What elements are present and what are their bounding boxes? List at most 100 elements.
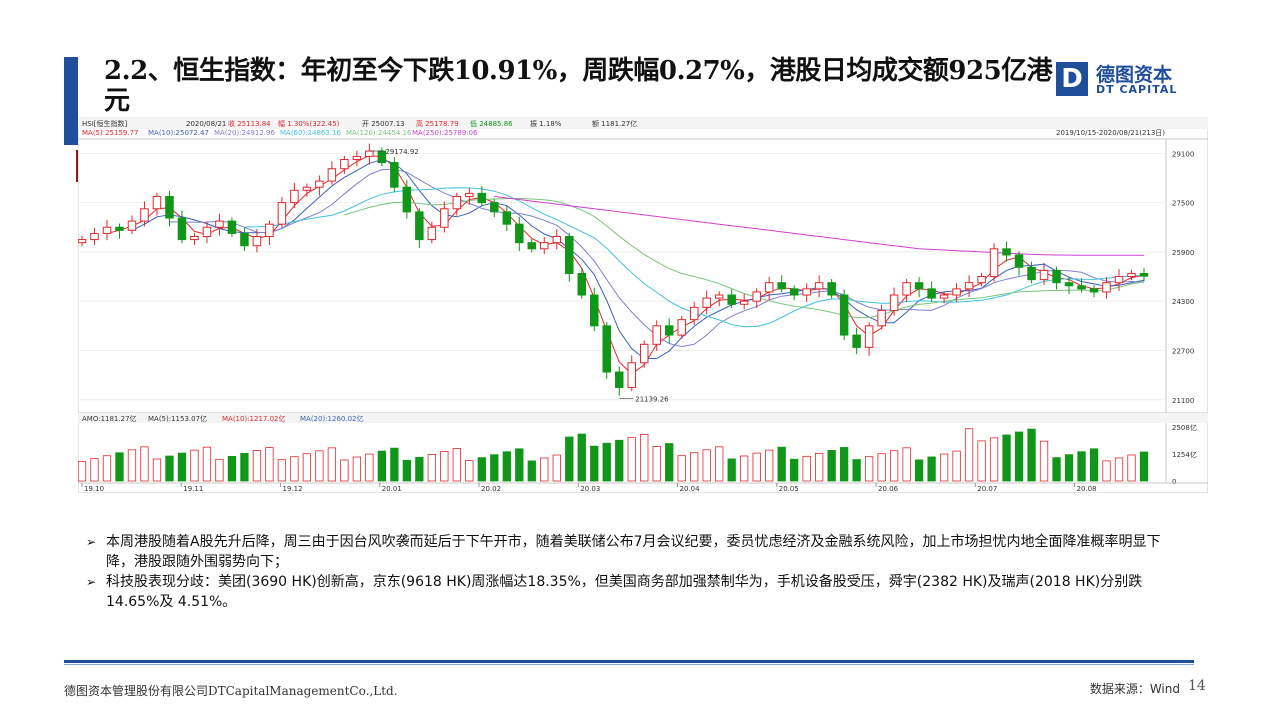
vol-bar-4 [127,449,137,482]
candle-body-47 [664,325,674,336]
candle-body-81 [1089,288,1099,293]
page-number: 14 [1188,678,1206,694]
vol-bar-53 [740,455,749,482]
vol-bar-84 [1127,454,1136,482]
vol-bar-3 [115,452,124,482]
vol-bar-73 [989,437,999,482]
vol-bar-13 [240,453,249,482]
title-accent-bar [64,57,78,145]
candle-body-1 [90,232,99,241]
vol-bar-80 [1077,451,1086,482]
vol-bar-65 [889,450,899,482]
vol-bar-75 [1014,431,1024,482]
ma-label-1: MA(10):25072.47 [148,129,209,137]
annotation-1: 21139.26 [635,396,669,404]
candle-body-79 [1064,282,1074,287]
vol-bar-30 [452,448,461,482]
dt-capital-logo: D 德图资本 DT CAPITAL [1056,60,1196,100]
bullet-2: ➢ 科技股表现分歧：美团(3690 HK)创新高，京东(9618 HK)周涨幅达… [86,572,1166,612]
vol-bar-81 [1089,448,1099,482]
x-tick-4: 20.02 [481,485,501,493]
x-tick-3: 20.01 [382,485,402,493]
candle-body-43 [614,371,624,388]
candle-body-9 [190,235,199,241]
vol-bar-58 [802,455,811,482]
vol-bar-47 [665,443,674,482]
bullet-list: ➢ 本周港股随着A股先升后降，周三由于因台风吹袭而延后于下午开市，随着美联储公布… [86,532,1166,612]
ma-label-4: MA(120):24454.16 [346,129,412,137]
vol-bar-83 [1114,457,1124,482]
candle-body-50 [702,297,711,308]
candle-body-40 [577,272,587,296]
header-turnover: 振 1.18% [530,119,562,128]
candle-body-39 [565,235,574,274]
slide-title: 2.2、恒生指数：年初至今下跌10.91%，周跌幅0.27%，港股日均成交额92… [104,56,1053,116]
candle-body-48 [677,319,686,336]
price-tick-3: 24300 [1172,298,1194,306]
candle-body-58 [802,288,811,296]
vol-bar-72 [977,440,986,482]
x-tick-5: 20.03 [580,485,600,493]
bullet-1: ➢ 本周港股随着A股先升后降，周三由于因台风吹袭而延后于下午开市，随着美联储公布… [86,532,1166,572]
candle-body-13 [240,232,249,247]
candle-body-36 [527,242,537,250]
candle-body-60 [827,282,836,296]
vol-bar-16 [277,459,287,482]
candle-body-38 [552,235,562,244]
vol-bar-22 [352,456,362,482]
candle-body-52 [727,294,736,305]
logo-en: DT CAPITAL [1096,83,1178,96]
vol-bar-32 [477,457,486,482]
header-high: 高 25178.79 [416,119,459,128]
vol-bar-40 [577,433,586,482]
vol-bar-59 [815,452,824,482]
candle-body-46 [652,325,661,345]
range-label: 2019/10/15-2020/08/21(213日) [1056,129,1165,137]
candle-body-41 [590,294,599,327]
vol-bar-69 [939,453,949,482]
vol-bar-56 [777,446,786,482]
candle-body-32 [477,192,487,204]
candle-body-28 [427,226,437,241]
bullet-2-text: 科技股表现分歧：美团(3690 HK)创新高，京东(9618 HK)周涨幅达18… [106,574,1143,610]
x-tick-2: 19.12 [283,485,303,493]
candle-body-34 [502,211,512,225]
candle-body-63 [864,325,874,348]
vol-bar-48 [677,455,686,482]
footer-divider-thin [64,664,1194,665]
candle-body-11 [215,220,224,228]
candle-body-78 [1052,269,1061,284]
vol-bar-12 [227,455,237,482]
vol-bar-70 [952,450,961,482]
ma-label-5: MA(250):25789.06 [412,129,478,137]
vol-bar-61 [839,447,849,482]
vol-bar-9 [190,449,199,482]
vol-bar-43 [615,439,624,482]
vol-bar-44 [627,436,636,482]
vol-bar-41 [590,445,599,482]
candle-body-44 [627,362,636,388]
vol-bar-36 [527,460,536,482]
candle-body-4 [127,220,137,231]
vol-bar-37 [540,457,549,482]
amo-label: AMO:1181.27亿 [82,414,137,423]
candle-body-71 [964,282,974,290]
candle-body-59 [814,282,824,290]
vol-bar-45 [640,433,649,482]
vol-bar-7 [165,455,174,482]
vol-bar-79 [1064,454,1074,482]
vol-bar-8 [177,452,187,482]
candle-body-75 [1014,254,1024,268]
footer-company: 德图资本管理股份有限公司DTCapitalManagementCo.,Ltd. [64,684,398,698]
vol-bar-11 [215,458,224,482]
vol-bar-2 [102,455,112,482]
vol-bar-46 [652,446,661,482]
candle-body-72 [977,276,986,284]
footer-source: 数据来源：Wind [1089,682,1180,696]
candle-body-42 [602,325,612,373]
vol-bar-6 [152,458,162,482]
footer-divider [64,660,1194,663]
vol-bar-21 [340,459,349,482]
hsi-chart: HSI[恒生指数] 2020/08/21 收 25113.84 幅 1.30%(… [77,116,1209,494]
vol-bar-27 [415,456,424,482]
